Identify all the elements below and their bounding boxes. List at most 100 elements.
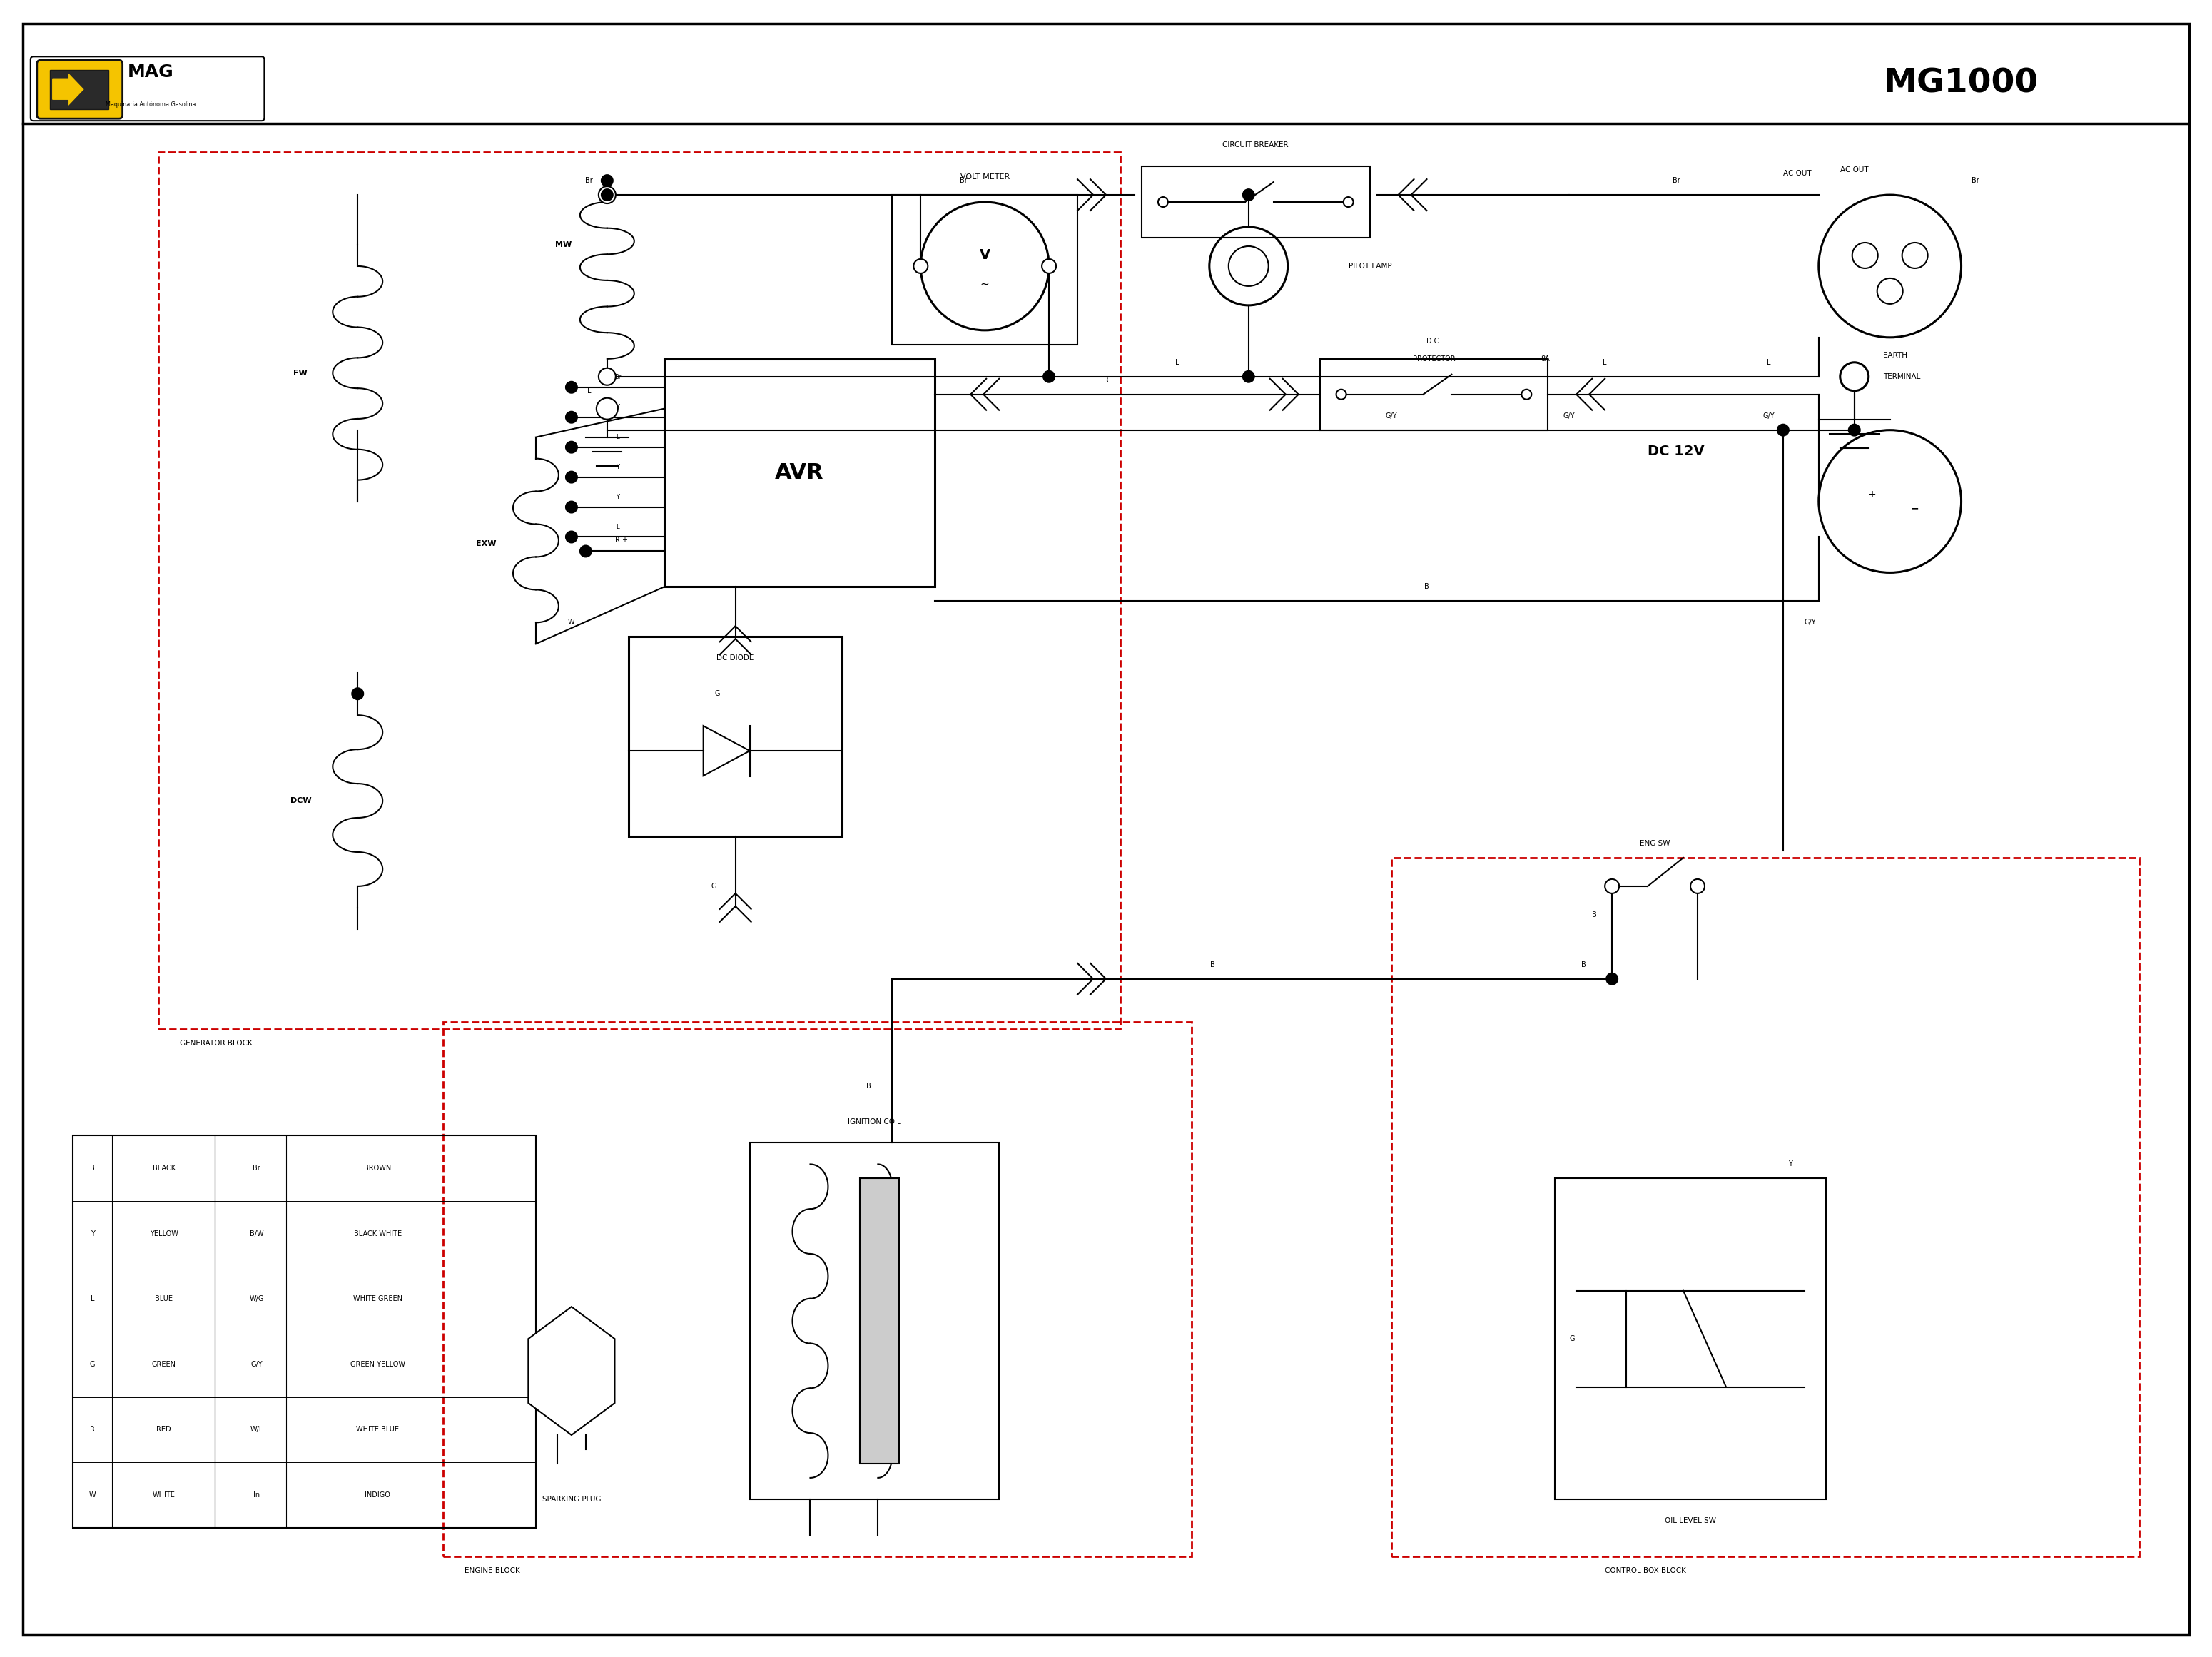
Text: Y: Y <box>615 494 619 500</box>
Text: G/Y: G/Y <box>1564 413 1575 419</box>
Text: G: G <box>712 883 717 890</box>
Text: Y: Y <box>1787 1160 1792 1168</box>
Circle shape <box>597 398 617 419</box>
Text: YELLOW: YELLOW <box>150 1229 177 1238</box>
FancyBboxPatch shape <box>38 60 122 119</box>
Bar <box>1321 360 1548 431</box>
Text: G: G <box>1568 1336 1575 1342</box>
Text: V: V <box>980 249 991 262</box>
Text: L: L <box>617 434 619 441</box>
Circle shape <box>1336 389 1347 399</box>
Bar <box>1555 1178 1825 1500</box>
Text: 8A: 8A <box>1542 355 1551 363</box>
Text: W: W <box>568 620 575 626</box>
Circle shape <box>1606 973 1619 986</box>
Text: Br: Br <box>1971 177 1980 184</box>
Text: L: L <box>1604 360 1606 366</box>
Text: BLACK: BLACK <box>153 1165 175 1171</box>
Circle shape <box>564 530 577 543</box>
Bar <box>1391 858 2139 1556</box>
Text: TERMINAL: TERMINAL <box>1882 373 1920 379</box>
Circle shape <box>1606 880 1619 893</box>
Bar <box>157 152 1119 1029</box>
Text: GREEN: GREEN <box>153 1360 177 1369</box>
Circle shape <box>580 545 593 558</box>
Text: −: − <box>1911 504 1920 514</box>
Circle shape <box>1243 189 1254 200</box>
Circle shape <box>914 258 927 273</box>
Bar <box>664 360 936 587</box>
Circle shape <box>599 368 615 384</box>
Circle shape <box>602 189 613 200</box>
Text: D.C.: D.C. <box>1427 338 1440 345</box>
Text: B: B <box>1425 583 1429 590</box>
Circle shape <box>564 381 577 394</box>
Text: G: G <box>91 1360 95 1369</box>
Text: VOLT METER: VOLT METER <box>960 174 1009 181</box>
Circle shape <box>1159 197 1168 207</box>
Text: B: B <box>91 1165 95 1171</box>
Text: Y: Y <box>615 404 619 411</box>
Text: In: In <box>252 1491 259 1498</box>
Bar <box>891 196 1077 345</box>
Text: ENG SW: ENG SW <box>1639 840 1670 847</box>
Text: Br: Br <box>586 177 593 184</box>
Text: Br: Br <box>252 1165 261 1171</box>
Text: SPARKING PLUG: SPARKING PLUG <box>542 1496 602 1503</box>
Text: ENGINE BLOCK: ENGINE BLOCK <box>465 1568 520 1574</box>
Text: G/Y: G/Y <box>1805 620 1816 626</box>
Text: CONTROL BOX BLOCK: CONTROL BOX BLOCK <box>1606 1568 1686 1574</box>
Text: Y: Y <box>615 464 619 471</box>
Text: Br: Br <box>960 177 967 184</box>
Text: W/L: W/L <box>250 1427 263 1433</box>
Text: Maquinaria Autónoma Gasolina: Maquinaria Autónoma Gasolina <box>106 101 197 108</box>
Text: AVR: AVR <box>774 462 825 484</box>
Text: L: L <box>617 524 619 530</box>
Bar <box>442 1022 1192 1556</box>
Text: G/Y: G/Y <box>1385 413 1398 419</box>
Text: PILOT LAMP: PILOT LAMP <box>1349 262 1391 270</box>
Circle shape <box>1840 363 1869 391</box>
Text: OIL LEVEL SW: OIL LEVEL SW <box>1666 1518 1717 1524</box>
Circle shape <box>1243 370 1254 383</box>
Text: W/G: W/G <box>250 1296 263 1302</box>
Text: AC OUT: AC OUT <box>1840 166 1869 174</box>
Text: Br: Br <box>615 374 622 381</box>
Circle shape <box>599 186 615 204</box>
Text: R: R <box>91 1427 95 1433</box>
Text: GREEN YELLOW: GREEN YELLOW <box>349 1360 405 1369</box>
Text: WHITE GREEN: WHITE GREEN <box>354 1296 403 1302</box>
Text: PROTECTOR: PROTECTOR <box>1413 355 1455 363</box>
Text: B: B <box>1210 961 1214 968</box>
Text: G/Y: G/Y <box>1763 413 1774 419</box>
Text: INDIGO: INDIGO <box>365 1491 392 1498</box>
Text: L: L <box>588 388 591 394</box>
Text: WHITE BLUE: WHITE BLUE <box>356 1427 398 1433</box>
Text: DC DIODE: DC DIODE <box>717 655 754 661</box>
Text: ~: ~ <box>980 278 989 290</box>
Polygon shape <box>529 1307 615 1435</box>
Polygon shape <box>53 73 84 104</box>
Text: FW: FW <box>294 370 307 376</box>
Circle shape <box>1776 424 1790 436</box>
Bar <box>628 636 843 837</box>
Text: B: B <box>1582 961 1586 968</box>
Text: R +: R + <box>615 537 628 543</box>
Text: MAG: MAG <box>128 63 175 81</box>
Circle shape <box>1522 389 1531 399</box>
Text: EXW: EXW <box>476 540 495 548</box>
Text: B: B <box>1593 911 1597 918</box>
Text: L: L <box>91 1296 95 1302</box>
Bar <box>73 1135 535 1528</box>
Text: L: L <box>1767 360 1772 366</box>
Circle shape <box>1042 258 1055 273</box>
Text: GENERATOR BLOCK: GENERATOR BLOCK <box>179 1039 252 1047</box>
Circle shape <box>1690 880 1705 893</box>
Circle shape <box>564 500 577 514</box>
Text: BROWN: BROWN <box>365 1165 392 1171</box>
Text: AC OUT: AC OUT <box>1783 171 1812 177</box>
Circle shape <box>1042 370 1055 383</box>
Bar <box>860 1178 900 1463</box>
Text: R: R <box>1104 376 1108 384</box>
Bar <box>750 1143 1000 1500</box>
